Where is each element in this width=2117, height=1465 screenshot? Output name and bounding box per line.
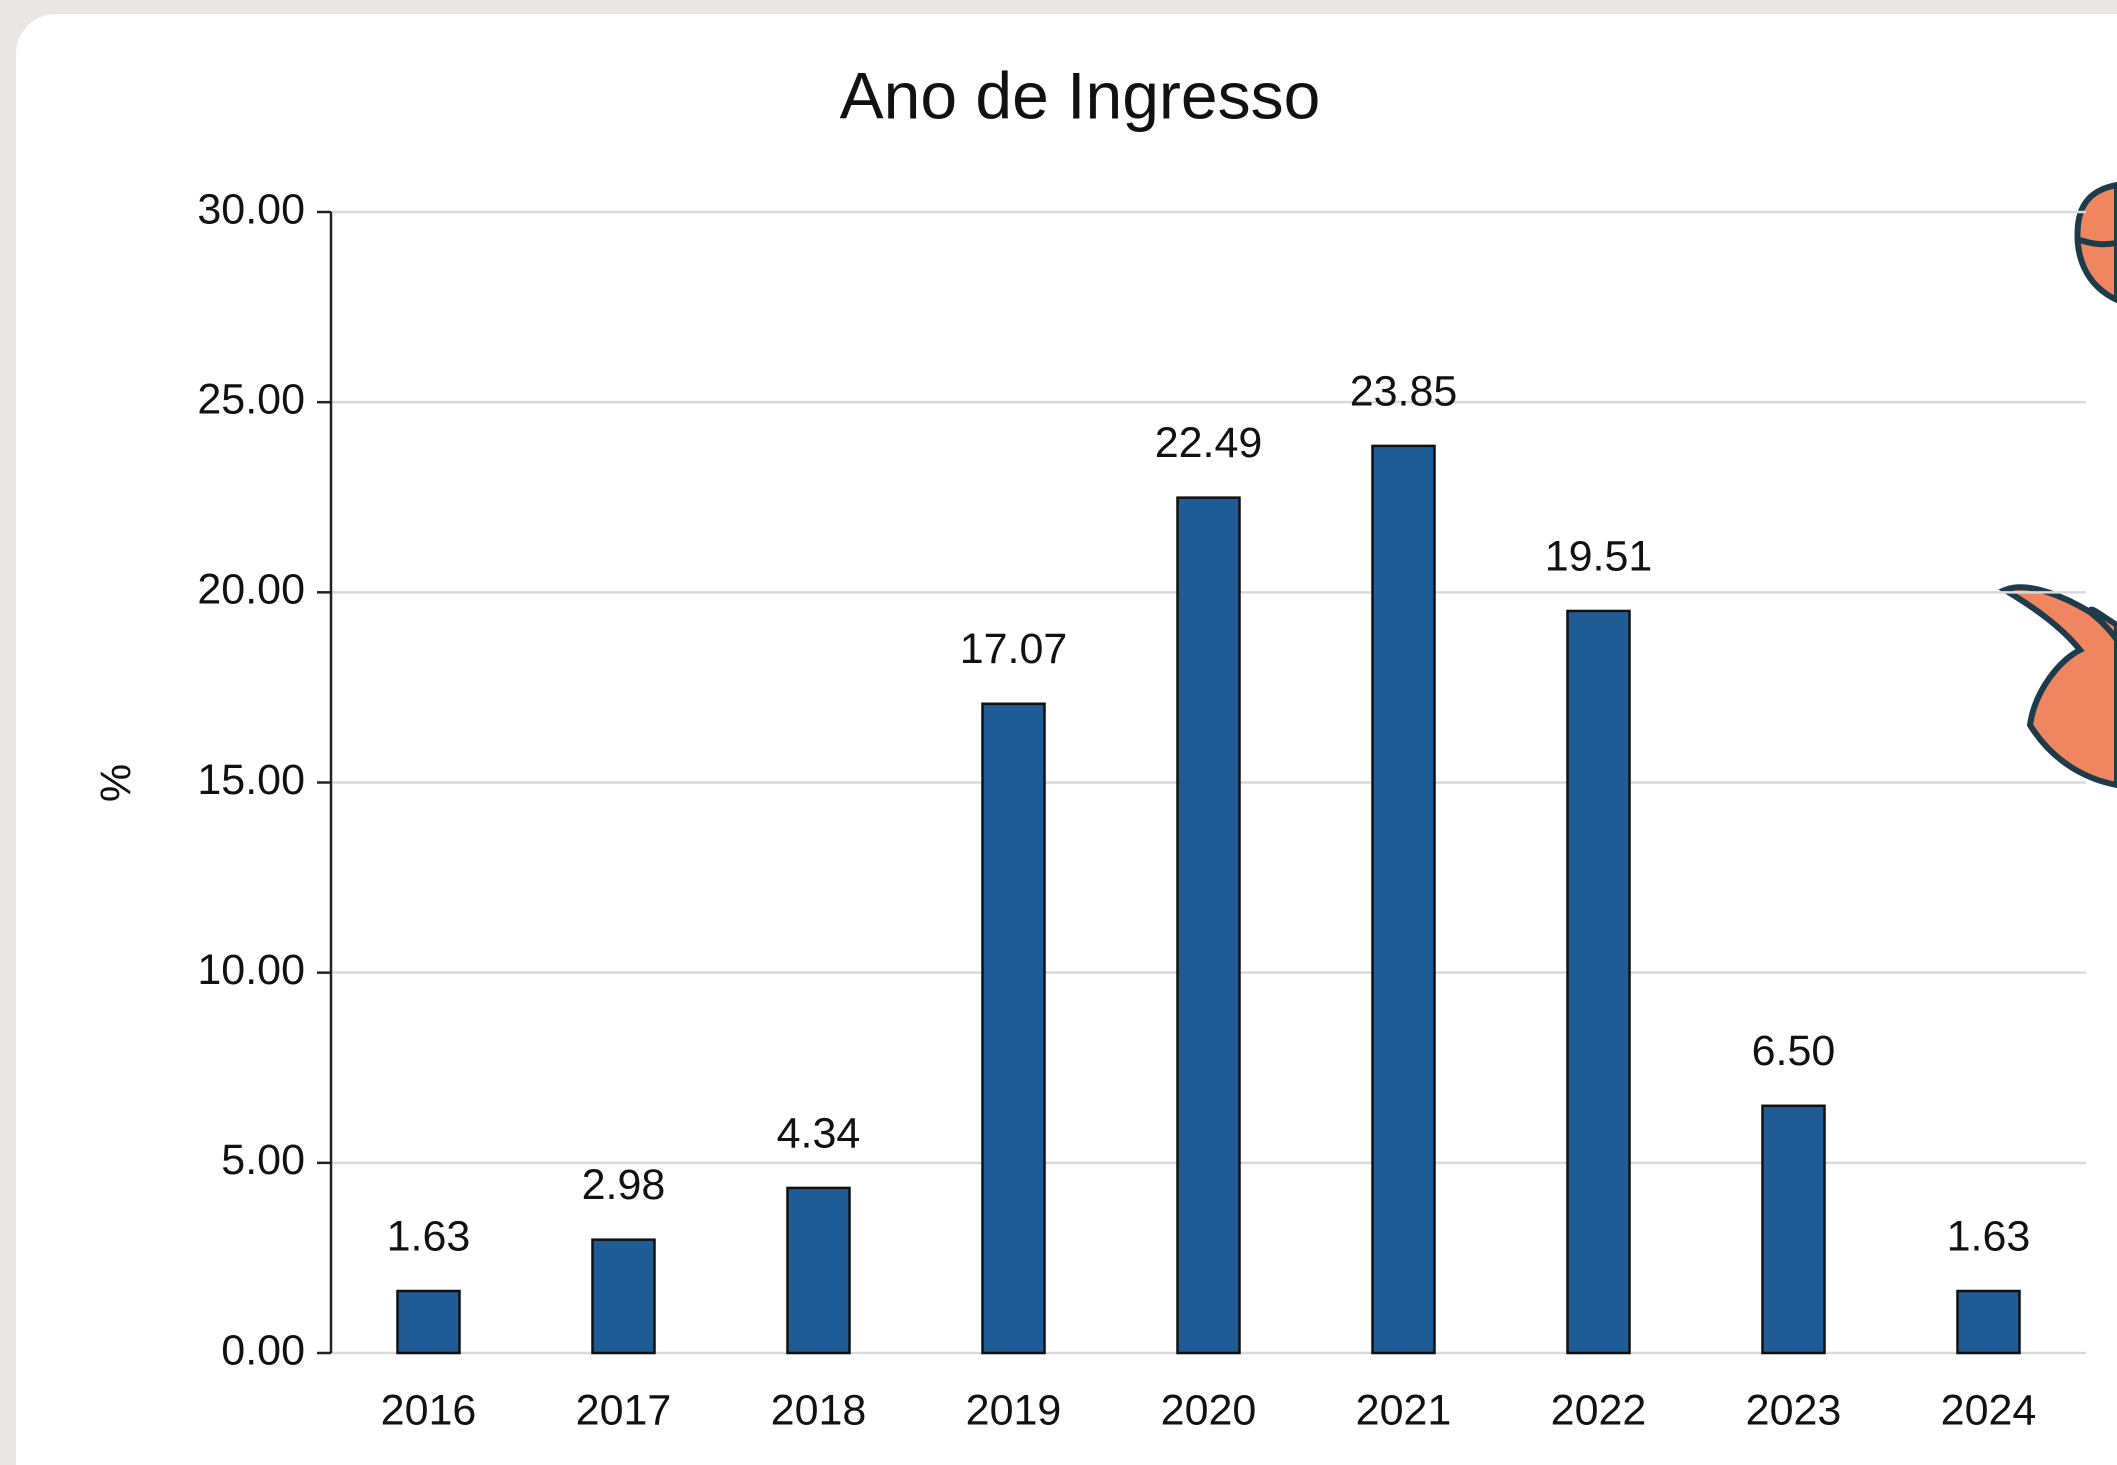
- y-axis-label: %: [92, 764, 140, 802]
- bar: [981, 702, 1046, 1355]
- bar: [1956, 1289, 2021, 1355]
- bar: [591, 1238, 656, 1355]
- value-label: 1.63: [1947, 1212, 2031, 1260]
- x-tick-label: 2019: [966, 1386, 1062, 1434]
- bar: [1371, 444, 1436, 1355]
- hands-decoration: [1998, 181, 2117, 789]
- bar: [396, 1289, 461, 1355]
- value-label: 2.98: [582, 1161, 666, 1209]
- bar: [1566, 609, 1631, 1355]
- bar: [1176, 496, 1241, 1355]
- x-tick-label: 2024: [1941, 1386, 2037, 1434]
- y-tick-label: 25.00: [197, 376, 305, 424]
- value-label: 1.63: [387, 1212, 471, 1260]
- x-tick-label: 2022: [1551, 1386, 1647, 1434]
- chart-title: Ano de Ingresso: [840, 58, 1321, 132]
- x-tick-label: 2018: [771, 1386, 867, 1434]
- y-tick-label: 30.00: [197, 185, 305, 233]
- value-label: 17.07: [960, 625, 1068, 673]
- bar: [786, 1186, 851, 1355]
- y-tick-label: 5.00: [221, 1136, 305, 1184]
- value-label: 19.51: [1545, 532, 1653, 580]
- y-tick-label: 15.00: [197, 756, 305, 804]
- y-tick-label: 20.00: [197, 566, 305, 614]
- value-label: 4.34: [777, 1109, 861, 1157]
- x-tick-label: 2016: [381, 1386, 477, 1434]
- plot: 0.00 5.00 10.00 15.00 20.00 25.00 30.00 2016 1.6…: [197, 185, 2086, 1434]
- value-label: 23.85: [1350, 367, 1458, 415]
- value-label: 22.49: [1155, 419, 1263, 467]
- x-tick-label: 2023: [1746, 1386, 1842, 1434]
- x-tick-label: 2017: [576, 1386, 672, 1434]
- y-tick-label: 0.00: [221, 1326, 305, 1374]
- y-tick-label: 10.00: [197, 946, 305, 994]
- value-label: 6.50: [1752, 1027, 1836, 1075]
- bar: [1761, 1104, 1826, 1355]
- x-tick-label: 2021: [1356, 1386, 1452, 1434]
- x-tick-label: 2020: [1161, 1386, 1257, 1434]
